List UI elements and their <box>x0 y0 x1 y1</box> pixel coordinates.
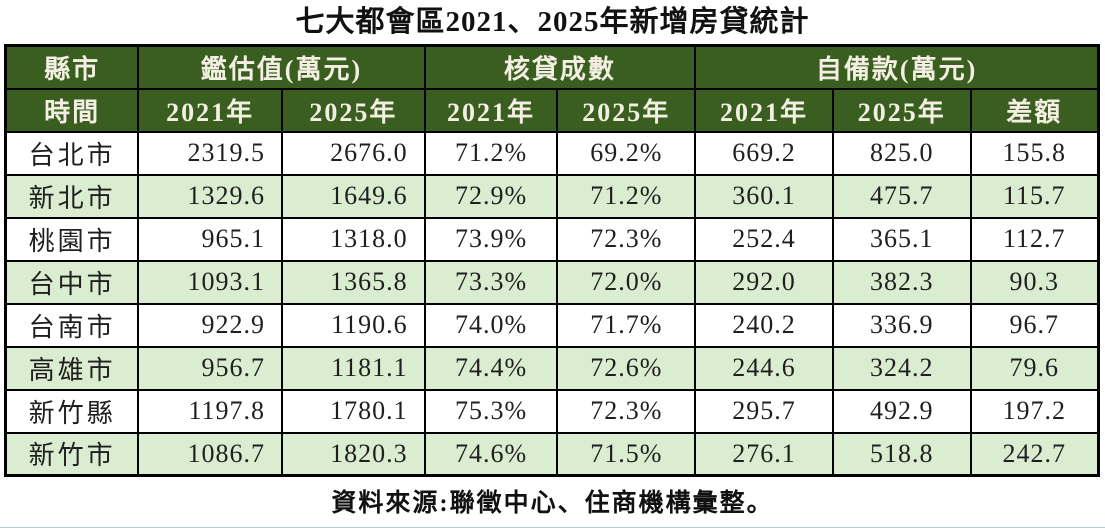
value-cell: 1365.8 <box>281 259 426 305</box>
value-cell: 292.0 <box>694 259 834 305</box>
value-cell: 382.3 <box>831 259 972 305</box>
value-cell: 1780.1 <box>281 388 426 434</box>
value-cell: 90.3 <box>969 259 1100 305</box>
value-cell: 72.3% <box>556 388 697 434</box>
value-cell: 244.6 <box>694 345 834 391</box>
stats-table: 縣市 鑑估值(萬元) 核貸成數 自備款(萬元) 時間 2021年 2025年 2… <box>4 44 1100 477</box>
value-cell: 74.4% <box>423 345 559 391</box>
value-cell: 240.2 <box>694 302 834 348</box>
value-cell: 518.8 <box>831 431 972 477</box>
value-cell: 1318.0 <box>281 216 426 262</box>
value-cell: 965.1 <box>137 216 284 262</box>
value-cell: 72.9% <box>423 173 559 219</box>
corner-time-label: 時間 <box>4 87 140 133</box>
value-cell: 75.3% <box>423 388 559 434</box>
group-header-appraisal: 鑑估值(萬元) <box>137 44 426 90</box>
table-body: 縣市 鑑估值(萬元) 核貸成數 自備款(萬元) 時間 2021年 2025年 2… <box>4 44 1100 477</box>
value-cell: 197.2 <box>969 388 1100 434</box>
value-cell: 242.7 <box>969 431 1100 477</box>
value-cell: 1649.6 <box>281 173 426 219</box>
table-row: 新北市 1329.6 1649.6 72.9% 71.2% 360.1 475.7 115.7 <box>4 173 1100 219</box>
value-cell: 72.3% <box>556 216 697 262</box>
table-row: 高雄市 956.7 1181.1 74.4% 72.6% 244.6 324.2 79.6 <box>4 345 1100 391</box>
table-row: 台南市 922.9 1190.6 74.0% 71.7% 240.2 336.9 96.7 <box>4 302 1100 348</box>
city-cell: 台北市 <box>4 130 140 176</box>
year-header-ratio-2025: 2025年 <box>556 87 697 133</box>
value-cell: 1086.7 <box>137 431 284 477</box>
city-cell: 高雄市 <box>4 345 140 391</box>
city-cell: 新北市 <box>4 173 140 219</box>
page-title: 七大都會區2021、2025年新增房貸統計 <box>295 5 810 38</box>
header-year-row: 時間 2021年 2025年 2021年 2025年 2021年 2025年 差… <box>4 87 1100 133</box>
table-row: 台中市 1093.1 1365.8 73.3% 72.0% 292.0 382.3 90.3 <box>4 259 1100 305</box>
value-cell: 73.3% <box>423 259 559 305</box>
value-cell: 492.9 <box>831 388 972 434</box>
value-cell: 72.0% <box>556 259 697 305</box>
value-cell: 112.7 <box>969 216 1100 262</box>
value-cell: 73.9% <box>423 216 559 262</box>
value-cell: 324.2 <box>831 345 972 391</box>
city-cell: 新竹市 <box>4 431 140 477</box>
city-cell: 桃園市 <box>4 216 140 262</box>
value-cell: 2676.0 <box>281 130 426 176</box>
value-cell: 71.5% <box>556 431 697 477</box>
table-row: 新竹縣 1197.8 1780.1 75.3% 72.3% 295.7 492.9 197.2 <box>4 388 1100 434</box>
value-cell: 71.2% <box>556 173 697 219</box>
source-footer: 資料來源:聯徵中心、住商機構彙整。 <box>331 490 774 517</box>
value-cell: 74.6% <box>423 431 559 477</box>
year-header-downpayment-2025: 2025年 <box>831 87 972 133</box>
value-cell: 79.6 <box>969 345 1100 391</box>
footer-bar: 資料來源:聯徵中心、住商機構彙整。 <box>0 477 1105 525</box>
group-header-loan-ratio: 核貸成數 <box>423 44 697 90</box>
value-cell: 72.6% <box>556 345 697 391</box>
value-cell: 71.2% <box>423 130 559 176</box>
year-header-difference: 差額 <box>969 87 1100 133</box>
value-cell: 669.2 <box>694 130 834 176</box>
table-row: 台北市 2319.5 2676.0 71.2% 69.2% 669.2 825.0 155.8 <box>4 130 1100 176</box>
value-cell: 69.2% <box>556 130 697 176</box>
corner-region-label: 縣市 <box>4 44 140 90</box>
title-bar: 七大都會區2021、2025年新增房貸統計 <box>0 0 1105 44</box>
year-header-appraisal-2021: 2021年 <box>137 87 284 133</box>
city-cell: 台南市 <box>4 302 140 348</box>
value-cell: 96.7 <box>969 302 1100 348</box>
year-header-appraisal-2025: 2025年 <box>281 87 426 133</box>
value-cell: 276.1 <box>694 431 834 477</box>
city-cell: 台中市 <box>4 259 140 305</box>
value-cell: 1197.8 <box>137 388 284 434</box>
header-group-row: 縣市 鑑估值(萬元) 核貸成數 自備款(萬元) <box>4 44 1100 90</box>
value-cell: 365.1 <box>831 216 972 262</box>
value-cell: 825.0 <box>831 130 972 176</box>
value-cell: 252.4 <box>694 216 834 262</box>
value-cell: 956.7 <box>137 345 284 391</box>
value-cell: 475.7 <box>831 173 972 219</box>
value-cell: 1181.1 <box>281 345 426 391</box>
group-header-downpayment: 自備款(萬元) <box>694 44 1100 90</box>
table-row: 新竹市 1086.7 1820.3 74.6% 71.5% 276.1 518.8 242.7 <box>4 431 1100 477</box>
value-cell: 74.0% <box>423 302 559 348</box>
value-cell: 71.7% <box>556 302 697 348</box>
value-cell: 1190.6 <box>281 302 426 348</box>
city-cell: 新竹縣 <box>4 388 140 434</box>
value-cell: 295.7 <box>694 388 834 434</box>
value-cell: 360.1 <box>694 173 834 219</box>
value-cell: 336.9 <box>831 302 972 348</box>
value-cell: 2319.5 <box>137 130 284 176</box>
year-header-ratio-2021: 2021年 <box>423 87 559 133</box>
value-cell: 1820.3 <box>281 431 426 477</box>
table-row: 桃園市 965.1 1318.0 73.9% 72.3% 252.4 365.1 112.7 <box>4 216 1100 262</box>
value-cell: 922.9 <box>137 302 284 348</box>
value-cell: 155.8 <box>969 130 1100 176</box>
value-cell: 1329.6 <box>137 173 284 219</box>
value-cell: 115.7 <box>969 173 1100 219</box>
year-header-downpayment-2021: 2021年 <box>694 87 834 133</box>
value-cell: 1093.1 <box>137 259 284 305</box>
